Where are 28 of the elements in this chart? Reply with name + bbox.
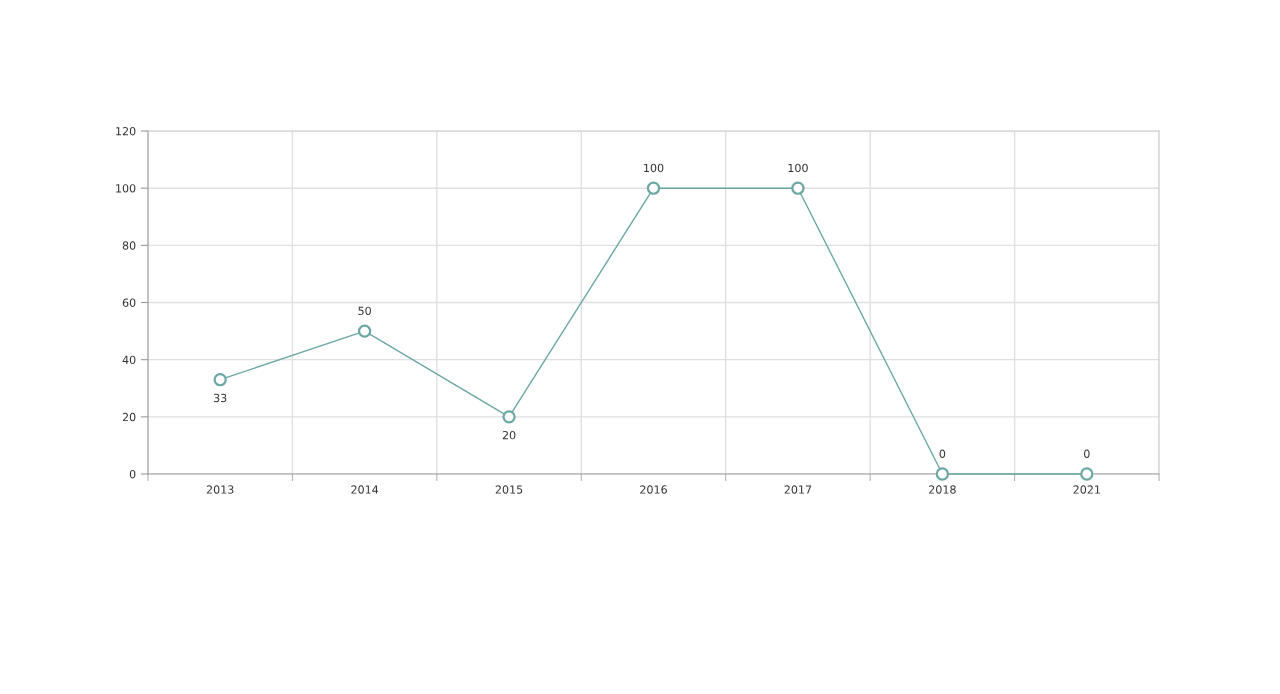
data-label: 100 — [788, 163, 808, 173]
point — [646, 181, 661, 195]
y-tick-label: 0 — [129, 469, 136, 479]
data-label: 33 — [213, 393, 227, 403]
data-label: 20 — [502, 430, 516, 440]
point — [791, 181, 805, 195]
y-tick-label: 60 — [122, 298, 136, 307]
y-tick-label: 40 — [122, 355, 136, 365]
y-tick-label: 120 — [116, 127, 136, 136]
y-tick-label: 100 — [116, 184, 136, 193]
x-tick-label: 2015 — [495, 485, 523, 494]
point — [357, 324, 372, 338]
y-tick-label: 20 — [122, 412, 136, 422]
x-tick-label: 2013 — [206, 485, 234, 494]
point — [1080, 467, 1094, 481]
point — [213, 373, 227, 387]
data-label: 0 — [939, 449, 946, 458]
x-tick-label: 2016 — [640, 485, 667, 494]
data-label: 100 — [644, 163, 664, 173]
x-tick-label: 2018 — [929, 485, 956, 494]
data-label: 50 — [358, 306, 371, 316]
point — [935, 467, 950, 481]
x-tick-label: 2014 — [351, 485, 379, 494]
x-tick-label: 2017 — [784, 485, 812, 494]
point — [502, 410, 516, 424]
x-tick-label: 2021 — [1073, 485, 1100, 494]
data-label: 0 — [1084, 449, 1090, 458]
y-tick-label: 80 — [122, 241, 136, 250]
